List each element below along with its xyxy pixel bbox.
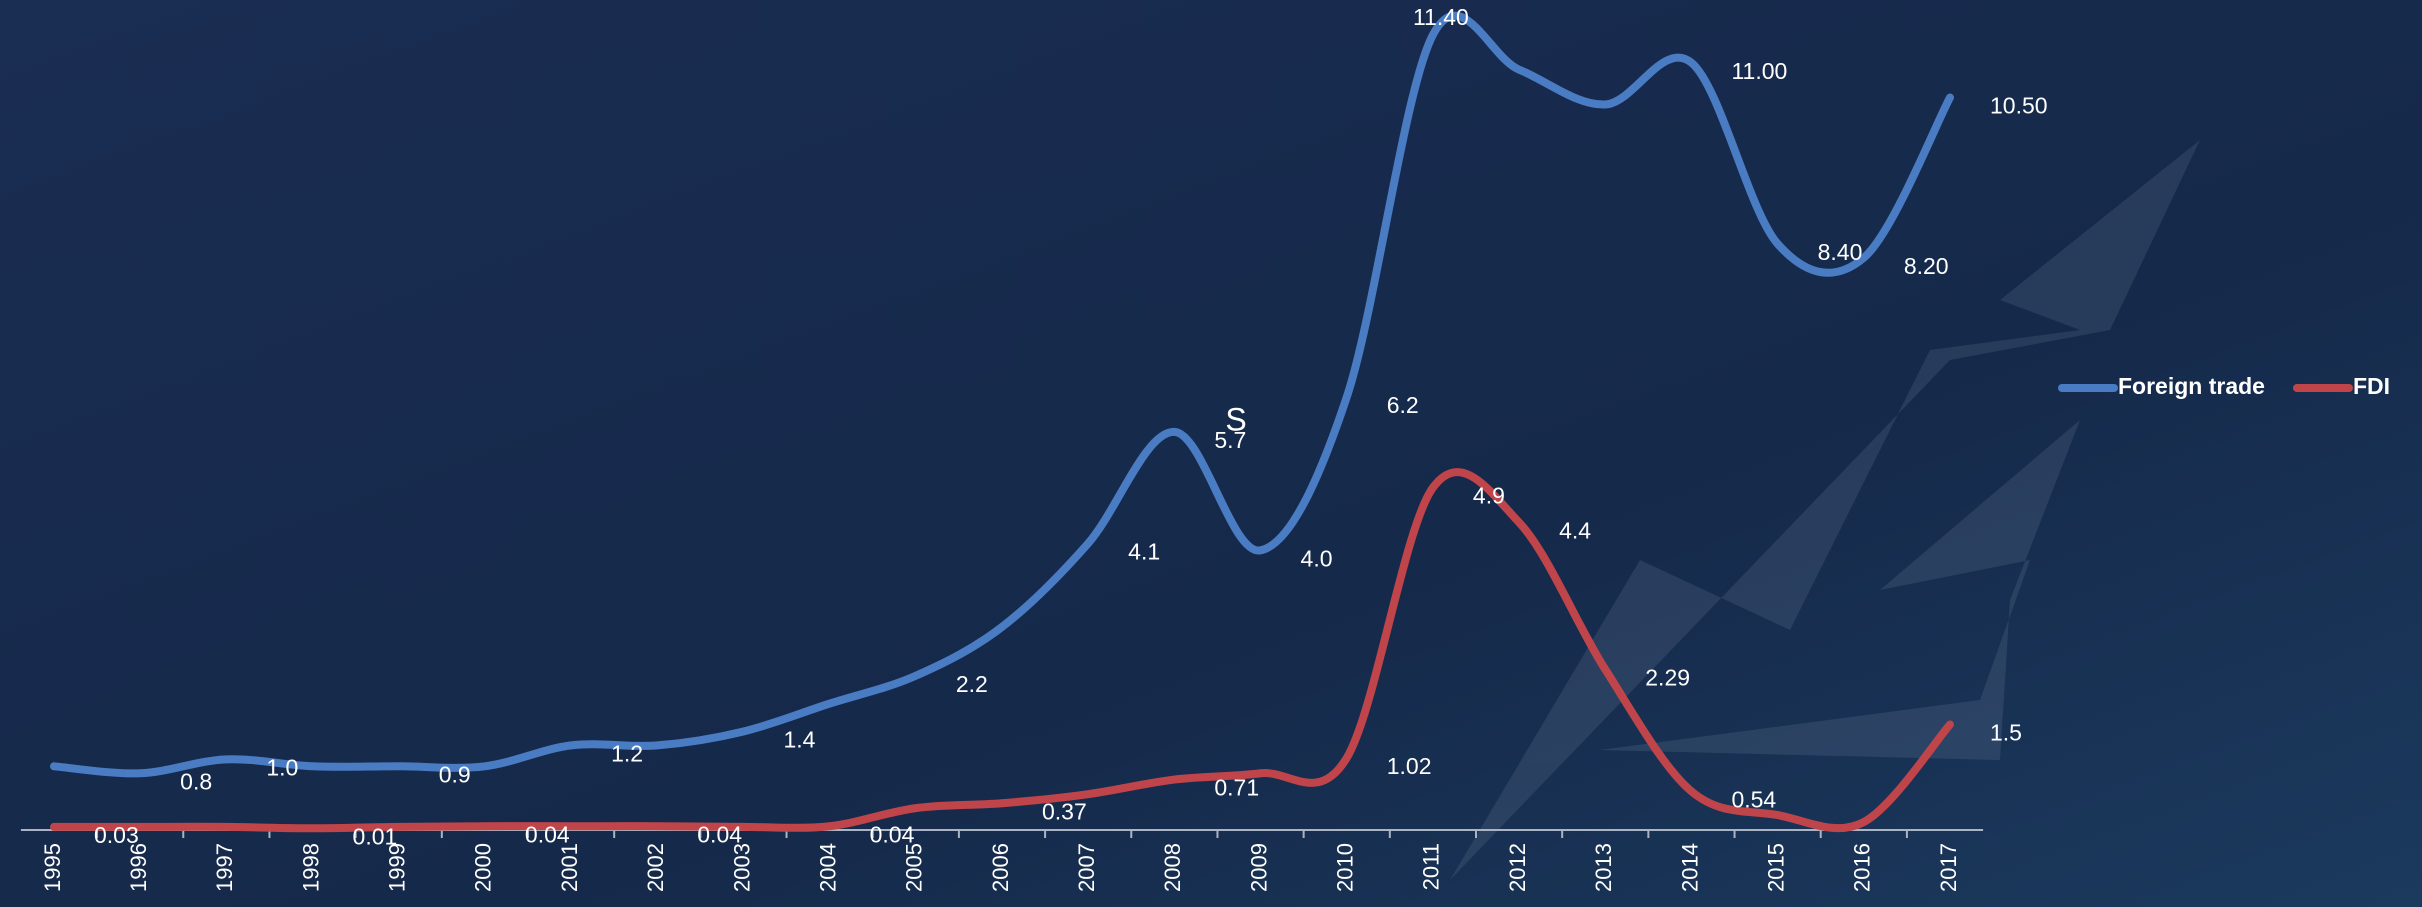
data-label: 6.2 [1387, 392, 1419, 418]
x-tick-label: 2002 [643, 843, 668, 892]
x-tick-label: 2003 [729, 843, 754, 892]
data-label: 1.4 [783, 727, 815, 753]
x-tick-label: 2009 [1246, 843, 1271, 892]
x-tick-label: 2013 [1591, 843, 1616, 892]
data-label: 4.1 [1128, 538, 1160, 564]
data-label: 10.50 [1990, 93, 2048, 119]
x-tick-label: 2014 [1677, 843, 1702, 892]
x-tick-label: 1997 [212, 843, 237, 892]
data-label: 8.40 [1818, 239, 1863, 265]
x-tick-label: 1995 [40, 843, 65, 892]
data-label: 0.04 [870, 821, 915, 847]
x-tick-label: 1996 [126, 843, 151, 892]
data-label: 4.4 [1559, 518, 1591, 544]
x-tick-label: 2001 [557, 843, 582, 892]
x-tick-label: 2017 [1936, 843, 1961, 892]
data-label: 1.5 [1990, 720, 2022, 746]
data-label: 0.8 [180, 768, 212, 794]
x-tick-label: 2010 [1333, 843, 1358, 892]
x-tick-label: 2000 [471, 843, 496, 892]
x-tick-label: 1998 [298, 843, 323, 892]
x-tick-label: 2015 [1763, 843, 1788, 892]
data-label: 2.2 [956, 671, 988, 697]
x-tick-label: 2016 [1850, 843, 1875, 892]
data-label: 0.04 [697, 821, 742, 847]
x-tick-label: 2011 [1419, 843, 1444, 890]
x-tick-label: 2005 [902, 843, 927, 892]
x-tick-label: 2012 [1505, 843, 1530, 892]
data-label: 0.04 [525, 821, 570, 847]
data-label: 2.29 [1645, 665, 1690, 691]
data-label: 8.20 [1904, 253, 1949, 279]
x-tick-label: 2004 [815, 843, 840, 892]
data-label: 5.7 [1214, 427, 1246, 453]
data-label: 0.71 [1214, 775, 1259, 801]
data-label: 4.0 [1301, 545, 1333, 571]
data-label: 0.03 [94, 822, 139, 848]
legend-label: FDI [2353, 373, 2390, 399]
x-tick-label: 2006 [988, 843, 1013, 892]
data-label: 1.02 [1387, 753, 1432, 779]
data-label: 0.01 [353, 823, 398, 849]
chart: S 19951996199719981999200020012002200320… [0, 0, 2422, 907]
legend-label: Foreign trade [2118, 373, 2265, 399]
data-label: 11.00 [1731, 58, 1787, 84]
x-tick-label: 1999 [385, 843, 410, 892]
data-label: 0.9 [439, 761, 471, 787]
x-tick-label: 2007 [1074, 843, 1099, 892]
x-tick-label: 2008 [1160, 843, 1185, 892]
data-label: 0.54 [1731, 786, 1776, 812]
data-label: 1.0 [266, 754, 298, 780]
data-label: 4.9 [1473, 483, 1505, 509]
data-label: 0.37 [1042, 798, 1087, 824]
data-label: 1.2 [611, 740, 643, 766]
data-label: 11.40 [1413, 4, 1469, 30]
